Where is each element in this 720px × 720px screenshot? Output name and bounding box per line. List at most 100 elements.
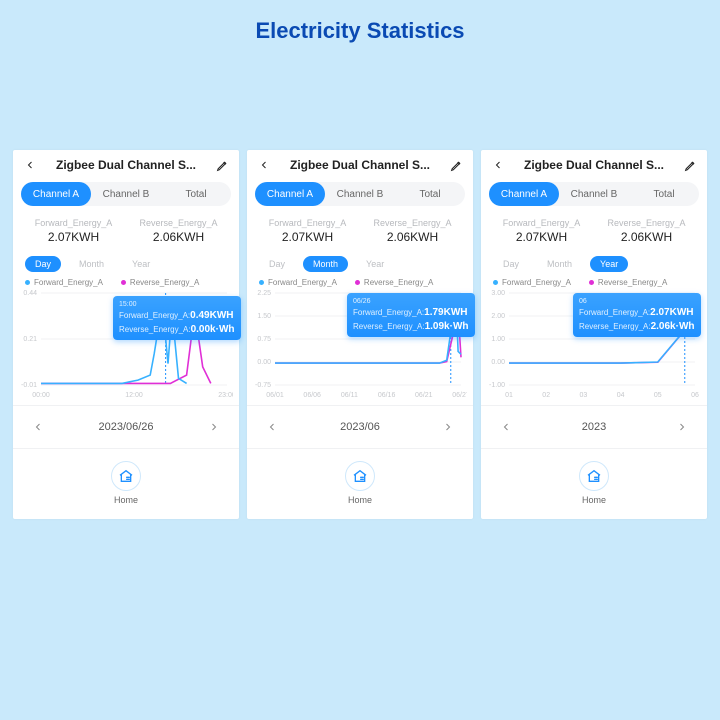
reverse-energy-value: 2.06KWH — [594, 230, 699, 244]
energy-chart: 3.002.001.000.00-1.0001020304050606Forwa… — [487, 289, 701, 399]
next-date-icon[interactable] — [675, 420, 689, 434]
svg-text:06: 06 — [691, 392, 699, 399]
app-panel: Zigbee Dual Channel S... Channel A Chann… — [481, 150, 707, 519]
forward-energy-value: 2.07KWH — [255, 230, 360, 244]
svg-text:06/01: 06/01 — [266, 392, 284, 399]
forward-energy-label: Forward_Energy_A — [255, 218, 360, 228]
tab-channel-b[interactable]: Channel B — [559, 184, 629, 205]
bottom-nav: Home — [247, 448, 473, 519]
tab-channel-a[interactable]: Channel A — [21, 182, 91, 206]
range-year[interactable]: Year — [356, 256, 394, 272]
svg-text:06/21: 06/21 — [415, 392, 433, 399]
range-day[interactable]: Day — [493, 256, 529, 272]
time-range-tabs: Day Month Year — [481, 254, 707, 278]
range-month[interactable]: Month — [69, 256, 114, 272]
energy-chart: 2.251.500.750.00-0.7506/0106/0606/1106/1… — [253, 289, 467, 399]
tab-total[interactable]: Total — [395, 184, 465, 205]
tab-total[interactable]: Total — [629, 184, 699, 205]
tab-channel-b[interactable]: Channel B — [91, 184, 161, 205]
svg-text:-0.75: -0.75 — [255, 382, 271, 389]
back-icon[interactable] — [23, 158, 37, 172]
svg-text:0.75: 0.75 — [257, 336, 271, 343]
svg-text:1.50: 1.50 — [257, 313, 271, 320]
svg-text:-0.01: -0.01 — [21, 382, 37, 389]
reverse-energy-label: Reverse_Energy_A — [126, 218, 231, 228]
panel-title: Zigbee Dual Channel S... — [505, 158, 683, 172]
time-range-tabs: Day Month Year — [13, 254, 239, 278]
legend-forward: Forward_Energy_A — [259, 278, 337, 287]
range-month[interactable]: Month — [537, 256, 582, 272]
svg-text:0.44: 0.44 — [23, 290, 37, 297]
panels-container: Zigbee Dual Channel S... Channel A Chann… — [0, 50, 720, 519]
home-label: Home — [348, 495, 372, 505]
range-year[interactable]: Year — [590, 256, 628, 272]
reverse-energy-label: Reverse_Energy_A — [360, 218, 465, 228]
chart-legend: Forward_Energy_A Reverse_Energy_A — [481, 278, 707, 289]
home-label: Home — [582, 495, 606, 505]
date-navigator: 2023/06 — [247, 405, 473, 444]
edit-icon[interactable] — [449, 158, 463, 172]
edit-icon[interactable] — [683, 158, 697, 172]
time-range-tabs: Day Month Year — [247, 254, 473, 278]
energy-chart: 0.440.21-0.0100:0012:0023:0015:00Forward… — [19, 289, 233, 399]
panel-header: Zigbee Dual Channel S... — [13, 150, 239, 178]
chart-tooltip: 06Forward_Energy_A:2.07KWHReverse_Energy… — [573, 293, 701, 337]
forward-energy-label: Forward_Energy_A — [489, 218, 594, 228]
reverse-energy-value: 2.06KWH — [126, 230, 231, 244]
channel-tabs: Channel A Channel B Total — [489, 182, 699, 206]
date-navigator: 2023/06/26 — [13, 405, 239, 444]
tab-channel-a[interactable]: Channel A — [489, 182, 559, 206]
range-day[interactable]: Day — [259, 256, 295, 272]
panel-header: Zigbee Dual Channel S... — [247, 150, 473, 178]
next-date-icon[interactable] — [207, 420, 221, 434]
current-date: 2023/06/26 — [98, 421, 153, 433]
chart-tooltip: 06/26Forward_Energy_A:1.79KWHReverse_Ene… — [347, 293, 475, 337]
chart-legend: Forward_Energy_A Reverse_Energy_A — [247, 278, 473, 289]
svg-text:0.21: 0.21 — [23, 336, 37, 343]
reverse-energy-label: Reverse_Energy_A — [594, 218, 699, 228]
channel-tabs: Channel A Channel B Total — [255, 182, 465, 206]
energy-summary: Forward_Energy_A 2.07KWH Reverse_Energy_… — [13, 214, 239, 254]
back-icon[interactable] — [257, 158, 271, 172]
edit-icon[interactable] — [215, 158, 229, 172]
svg-text:1.00: 1.00 — [491, 336, 505, 343]
forward-energy-value: 2.07KWH — [489, 230, 594, 244]
svg-text:02: 02 — [542, 392, 550, 399]
tab-channel-a[interactable]: Channel A — [255, 182, 325, 206]
chart-tooltip: 15:00Forward_Energy_A:0.49KWHReverse_Ene… — [113, 296, 241, 340]
app-panel: Zigbee Dual Channel S... Channel A Chann… — [247, 150, 473, 519]
bottom-nav: Home — [481, 448, 707, 519]
svg-text:0.00: 0.00 — [491, 359, 505, 366]
legend-reverse: Reverse_Energy_A — [121, 278, 199, 287]
range-year[interactable]: Year — [122, 256, 160, 272]
panel-header: Zigbee Dual Channel S... — [481, 150, 707, 178]
svg-text:06/16: 06/16 — [378, 392, 396, 399]
range-month[interactable]: Month — [303, 256, 348, 272]
svg-text:06/06: 06/06 — [303, 392, 321, 399]
legend-forward: Forward_Energy_A — [493, 278, 571, 287]
panel-title: Zigbee Dual Channel S... — [271, 158, 449, 172]
svg-text:04: 04 — [617, 392, 625, 399]
prev-date-icon[interactable] — [31, 420, 45, 434]
bottom-nav: Home — [13, 448, 239, 519]
home-icon[interactable] — [111, 461, 141, 491]
tab-total[interactable]: Total — [161, 184, 231, 205]
legend-reverse: Reverse_Energy_A — [589, 278, 667, 287]
panel-title: Zigbee Dual Channel S... — [37, 158, 215, 172]
energy-summary: Forward_Energy_A 2.07KWH Reverse_Energy_… — [481, 214, 707, 254]
svg-text:06/27: 06/27 — [452, 392, 467, 399]
next-date-icon[interactable] — [441, 420, 455, 434]
home-icon[interactable] — [345, 461, 375, 491]
svg-text:23:00: 23:00 — [218, 392, 233, 399]
date-navigator: 2023 — [481, 405, 707, 444]
prev-date-icon[interactable] — [265, 420, 279, 434]
back-icon[interactable] — [491, 158, 505, 172]
home-icon[interactable] — [579, 461, 609, 491]
svg-text:2.25: 2.25 — [257, 290, 271, 297]
forward-energy-value: 2.07KWH — [21, 230, 126, 244]
app-panel: Zigbee Dual Channel S... Channel A Chann… — [13, 150, 239, 519]
range-day[interactable]: Day — [25, 256, 61, 272]
prev-date-icon[interactable] — [499, 420, 513, 434]
tab-channel-b[interactable]: Channel B — [325, 184, 395, 205]
channel-tabs: Channel A Channel B Total — [21, 182, 231, 206]
